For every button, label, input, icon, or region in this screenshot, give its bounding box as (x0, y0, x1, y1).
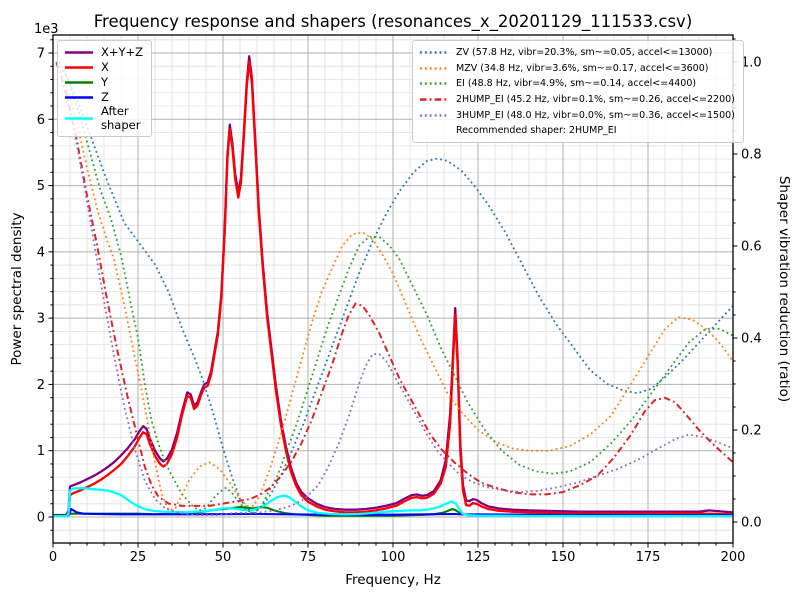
y-right-axis-label: Shaper vibration reduction (ratio) (776, 175, 792, 403)
tick-label: 1 (37, 444, 45, 459)
series-zv-line (55, 61, 734, 514)
legend-entry-label: 2HUMP_EI (45.2 Hz, vibr=0.1%, sm~=0.26, … (456, 94, 735, 106)
tick-label: 0.4 (741, 332, 762, 347)
shaper-legend: ZV (57.8 Hz, vibr=20.3%, sm~=0.05, accel… (412, 40, 744, 143)
series-mzv-line (55, 61, 734, 512)
legend-entry: Z (64, 90, 143, 105)
tick-label: 0 (49, 550, 57, 565)
series-2hump-ei-line (55, 61, 734, 507)
series-x-line (53, 60, 734, 517)
tick-label: 0.0 (741, 516, 762, 531)
3hump-ei-legend-swatch (420, 113, 448, 117)
tick-label: 200 (721, 550, 746, 565)
tick-label: 50 (215, 550, 232, 565)
tick-label: 0.8 (741, 148, 762, 163)
y-axis-offset-label: 1e3 (34, 22, 59, 37)
psd-legend: X+Y+Z X Y Z After shaper (57, 40, 153, 138)
legend-entry: 2HUMP_EI (45.2 Hz, vibr=0.1%, sm~=0.26, … (419, 92, 735, 108)
legend-entry-label: X+Y+Z (101, 44, 144, 59)
legend-entry: Recommended shaper: 2HUMP_EI (419, 123, 735, 139)
legend-entry: Y (64, 75, 143, 90)
y-left-axis-label: Power spectral density (9, 212, 25, 366)
legend-entry-label: Recommended shaper: 2HUMP_EI (456, 125, 617, 137)
legend-entry: ZV (57.8 Hz, vibr=20.3%, sm~=0.05, accel… (419, 45, 735, 61)
legend-entry-label: 3HUMP_EI (48.0 Hz, vibr=0.0%, sm~=0.36, … (456, 109, 735, 121)
legend-entry-label: ZV (57.8 Hz, vibr=20.3%, sm~=0.05, accel… (456, 47, 713, 59)
legend-entry: MZV (34.8 Hz, vibr=3.6%, sm~=0.17, accel… (419, 61, 735, 77)
legend-entry: 3HUMP_EI (48.0 Hz, vibr=0.0%, sm~=0.36, … (419, 107, 735, 123)
tick-label: 175 (636, 550, 661, 565)
mzv-legend-swatch (420, 67, 448, 70)
x-axis-label: Frequency, Hz (345, 572, 441, 588)
tick-label: 75 (300, 550, 317, 565)
legend-entry-label: EI (48.8 Hz, vibr=4.9%, sm~=0.14, accel<… (456, 78, 697, 90)
series-after-shaper-line (53, 487, 733, 518)
tick-label: 125 (466, 550, 491, 565)
legend-entry-label: MZV (34.8 Hz, vibr=3.6%, sm~=0.17, accel… (456, 62, 709, 74)
tick-label: 3 (37, 312, 45, 327)
tick-label: 0.2 (741, 424, 762, 439)
tick-label: 7 (37, 47, 45, 62)
z-legend-swatch (65, 96, 93, 99)
chart-title: Frequency response and shapers (resonanc… (93, 12, 693, 31)
series-3hump-ei-line (55, 61, 734, 516)
zv-legend-swatch (420, 51, 448, 55)
tick-label: 2 (37, 378, 45, 393)
after-shaper-legend-swatch (65, 117, 93, 120)
legend-entry: After shaper (64, 104, 143, 132)
tick-label: 0.6 (741, 240, 762, 255)
2hump-ei-legend-swatch (420, 98, 448, 101)
tick-label: 0 (37, 511, 45, 526)
tick-label: 1.0 (741, 56, 762, 71)
tick-label: 150 (551, 550, 576, 565)
legend-entry-label: After shaper (101, 104, 141, 132)
legend-entry: X+Y+Z (64, 45, 143, 60)
tick-label: 4 (37, 245, 45, 260)
legend-entry: EI (48.8 Hz, vibr=4.9%, sm~=0.14, accel<… (419, 76, 735, 92)
x-legend-swatch (65, 66, 93, 69)
ei-legend-swatch (420, 82, 448, 86)
legend-entry-label: Y (101, 74, 109, 89)
legend-entry: X (64, 60, 143, 75)
legend-entry-label: Z (101, 89, 109, 104)
tick-label: 100 (381, 550, 406, 565)
tick-label: 25 (130, 550, 147, 565)
tick-label: 5 (37, 179, 45, 194)
legend-entry-label: X (101, 59, 109, 74)
x-plus-y-plus-z-legend-swatch (65, 51, 93, 54)
y-legend-swatch (65, 81, 93, 84)
tick-label: 6 (37, 113, 45, 128)
